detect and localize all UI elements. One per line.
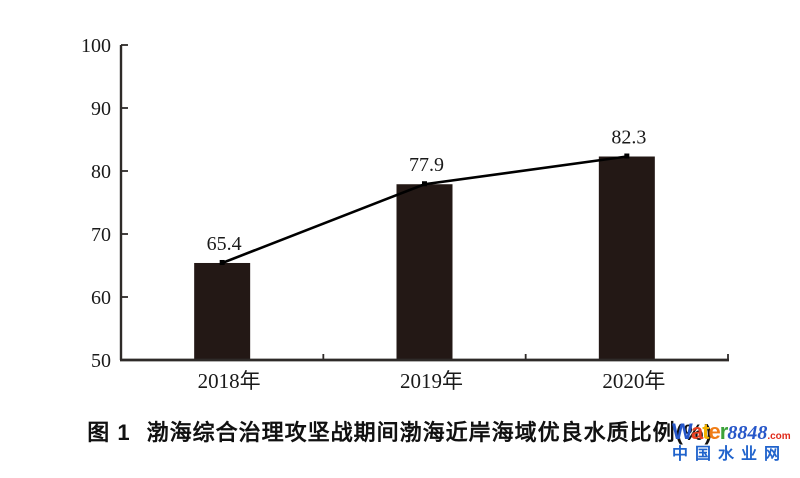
data-point-marker-2019年	[422, 181, 427, 187]
bar-2018年	[194, 262, 251, 360]
y-tick-label-50: 50	[91, 350, 111, 372]
watermark-letter: r	[719, 419, 729, 444]
x-category-label-2020年: 2020年	[602, 369, 665, 393]
watermark-word: Water	[672, 421, 728, 443]
bar-2020年	[598, 156, 655, 360]
watermark-domain-suffix: .com	[767, 431, 791, 442]
x-category-label-2019年: 2019年	[400, 369, 463, 393]
x-category-label-2018年: 2018年	[198, 369, 261, 393]
bar-value-label-65.4: 65.4	[207, 233, 242, 255]
watermark-number: 8848	[727, 422, 768, 444]
y-tick-label-90: 90	[91, 98, 111, 120]
watermark-logo: Water8848.com 中国水业网	[672, 421, 800, 463]
y-tick-label-60: 60	[91, 287, 111, 309]
bar-value-label-82.3: 82.3	[611, 127, 646, 149]
figure-title: 渤海综合治理攻坚战期间渤海近岸海域优良水质比例(%)	[146, 420, 713, 445]
figure-number: 图 1	[87, 420, 131, 445]
watermark-brand: Water8848.com	[672, 421, 800, 444]
watermark-letter: t	[702, 419, 709, 444]
watermark-subtitle: 中国水业网	[672, 446, 788, 463]
y-tick-label-70: 70	[91, 224, 111, 246]
watermark-letter: e	[708, 419, 721, 444]
watermark-letter: a	[690, 419, 703, 444]
y-tick-label-80: 80	[91, 161, 111, 183]
bar-value-label-77.9: 77.9	[409, 154, 444, 176]
data-point-marker-2020年	[624, 153, 630, 159]
figure-caption: 图 1 渤海综合治理攻坚战期间渤海近岸海域优良水质比例(%)	[0, 415, 800, 447]
y-tick-label-100: 100	[81, 35, 111, 57]
data-point-marker-2018年	[219, 259, 225, 265]
watermark-letter: W	[672, 419, 692, 444]
bar-2019年	[396, 184, 453, 360]
